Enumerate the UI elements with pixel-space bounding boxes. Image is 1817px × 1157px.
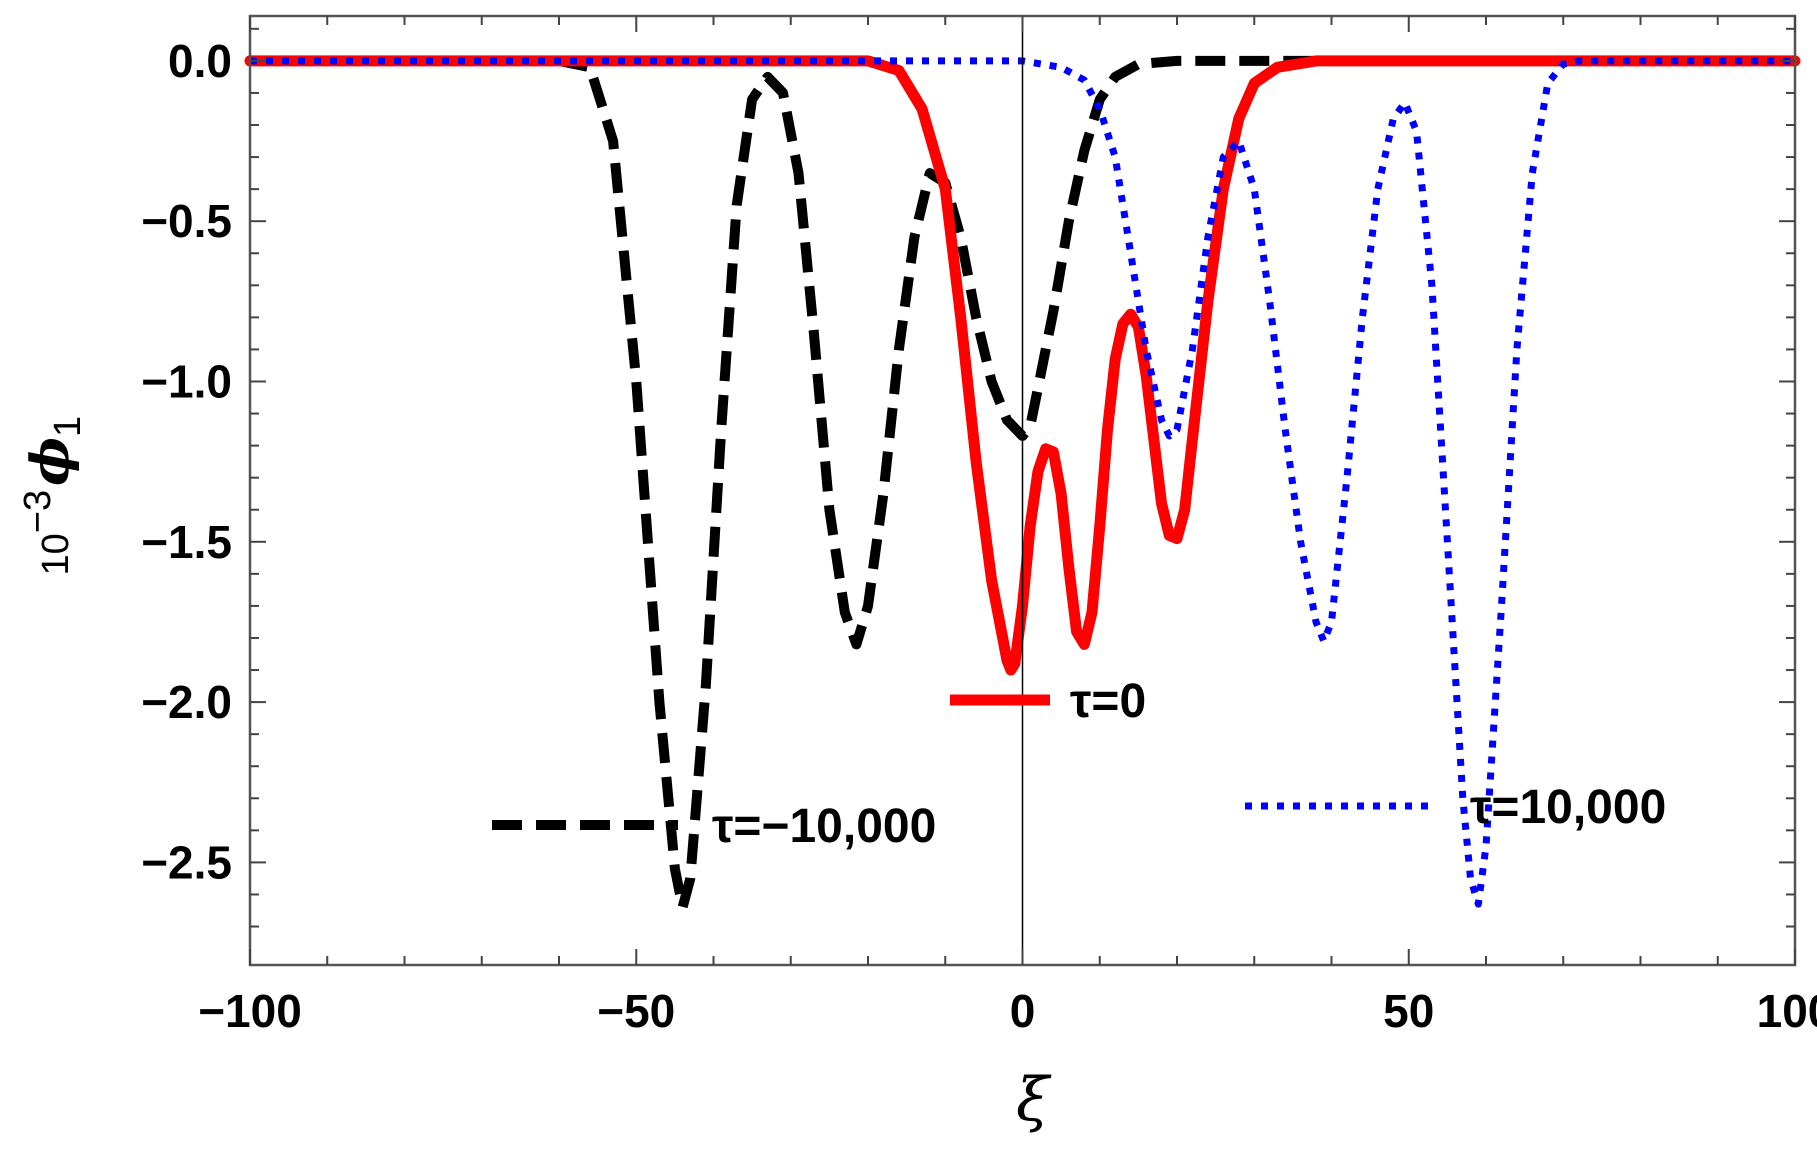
x-tick-label: 0: [1010, 985, 1036, 1037]
tick-layer: −100 −50 0 50 100 0.0 −0.5 −1.0 −1.5 −2.0 −2.5: [141, 16, 1817, 1037]
series-layer: [244, 55, 1801, 913]
legend-label-1: τ=−10,000: [712, 800, 936, 853]
legend-label-2: τ=10,000: [1470, 781, 1666, 834]
y-tick-label: −2.5: [141, 836, 232, 888]
x-tick-label: 100: [1757, 985, 1817, 1037]
x-tick-label: −50: [597, 985, 675, 1037]
legend-label-0: τ=0: [1070, 675, 1146, 728]
y-tick-label: −0.5: [141, 195, 232, 247]
y-label-exponent: −3: [17, 490, 59, 533]
series-line-1: [244, 55, 1801, 676]
svg-text:10−3ϕ1: 10−3ϕ1: [17, 416, 89, 576]
y-tick-label: −2.0: [141, 676, 232, 728]
x-axis-title: ξ: [1016, 1065, 1052, 1135]
y-tick-label: −1.0: [141, 355, 232, 407]
y-axis-title: 10−3ϕ1: [17, 416, 89, 576]
y-tick-label: 0.0: [168, 35, 232, 87]
legend-layer: τ=0 τ=−10,000 τ=10,000: [492, 675, 1666, 853]
y-tick-label: −1.5: [141, 516, 232, 568]
y-label-symbol: ϕ: [20, 437, 81, 486]
y-label-subscript: 1: [47, 416, 89, 437]
x-tick-label: −100: [198, 985, 302, 1037]
x-tick-label: 50: [1383, 985, 1434, 1037]
y-label-prefix: 10: [35, 533, 77, 575]
series-line-0: [250, 55, 1332, 913]
